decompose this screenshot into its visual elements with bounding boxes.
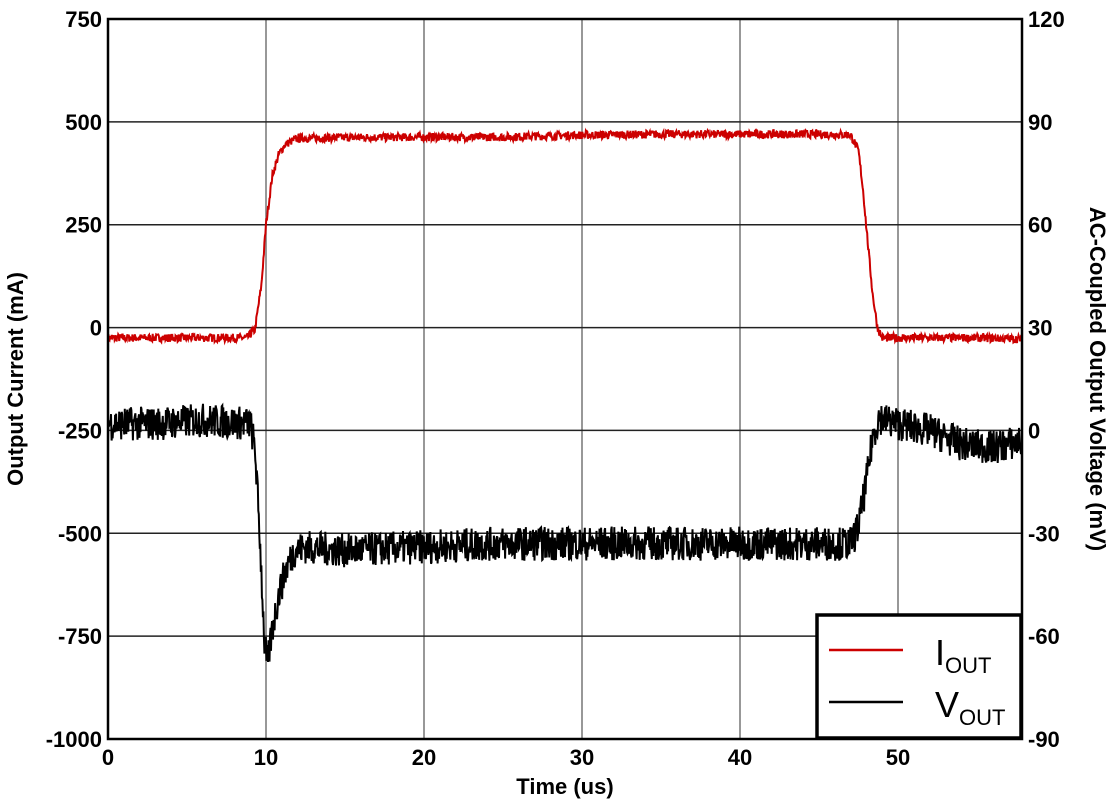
x-tick-label: 20 [412, 745, 436, 770]
y2-tick-label: 120 [1028, 7, 1065, 32]
y2-tick-label: -60 [1028, 624, 1060, 649]
y2-tick-label: 90 [1028, 110, 1052, 135]
y2-tick-label: -30 [1028, 521, 1060, 546]
y-axis-ticks: 750 500 250 0 -250 -500 -750 -1000 [46, 7, 102, 752]
y2-tick-label: 60 [1028, 213, 1052, 238]
legend-label-vout: VOUT [935, 684, 1005, 730]
x-axis-title: Time (us) [516, 774, 613, 799]
y-tick-label: -750 [58, 624, 102, 649]
data-series [107, 127, 1023, 663]
y-tick-label: 500 [65, 110, 102, 135]
y2-tick-label: -90 [1028, 727, 1060, 752]
series-line-i-out [107, 127, 1023, 346]
y2-axis-title: AC-Coupled Output Voltage (mV) [1085, 207, 1110, 551]
series-line-v-out [107, 402, 1023, 663]
y2-axis-ticks: 120 90 60 30 0 -30 -60 -90 [1028, 7, 1065, 752]
x-tick-label: 40 [728, 745, 752, 770]
x-tick-label: 10 [254, 745, 278, 770]
y2-tick-label: 0 [1028, 418, 1040, 443]
y-tick-label: 250 [65, 213, 102, 238]
y-tick-label: 0 [90, 316, 102, 341]
legend: IOUT VOUT [815, 613, 1023, 740]
x-axis-ticks: 0 10 20 30 40 50 [102, 745, 910, 770]
plot-frame [106, 17, 1024, 741]
y-axis-title: Output Current (mA) [3, 272, 28, 486]
y-tick-label: -1000 [46, 727, 102, 752]
x-tick-label: 0 [102, 745, 114, 770]
y2-tick-label: 30 [1028, 316, 1052, 341]
legend-label-iout: IOUT [935, 632, 991, 678]
legend-box [815, 613, 1023, 740]
y-tick-label: -250 [58, 418, 102, 443]
x-tick-label: 30 [570, 745, 594, 770]
y-tick-label: 750 [65, 7, 102, 32]
x-tick-label: 50 [886, 745, 910, 770]
y-tick-label: -500 [58, 521, 102, 546]
